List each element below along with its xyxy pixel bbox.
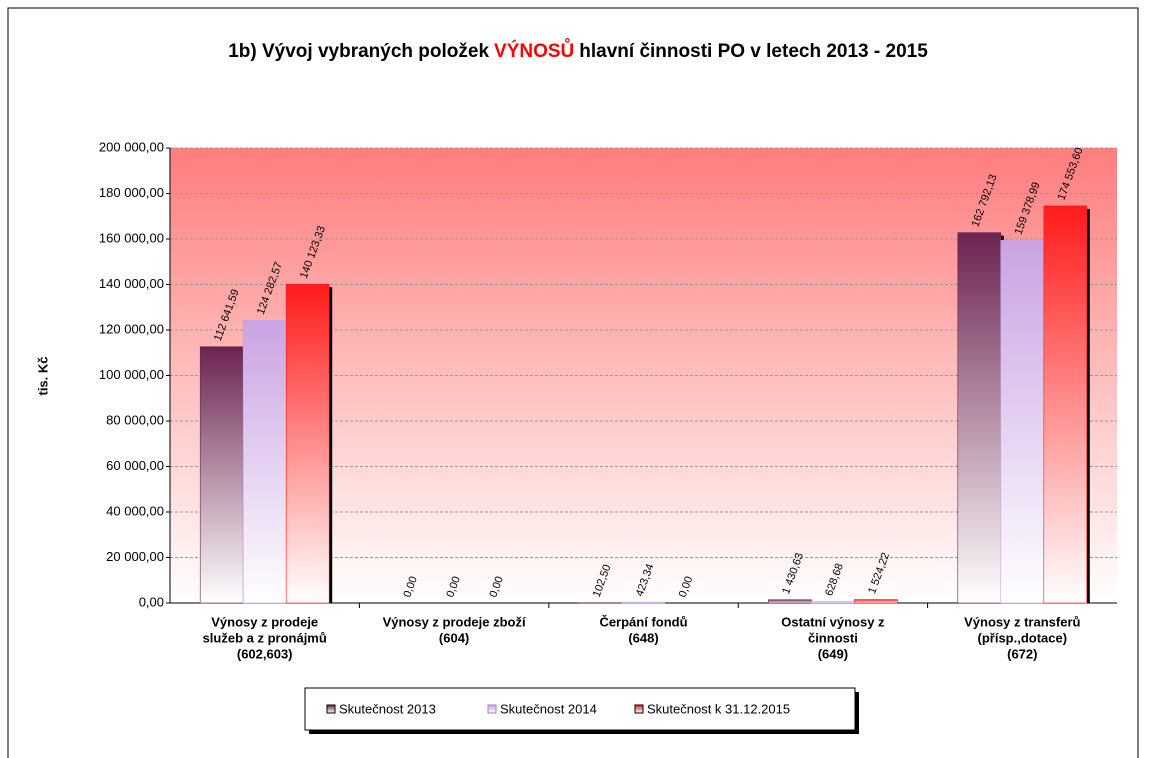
legend-label: Skutečnost k 31.12.2015 (647, 701, 790, 716)
bar (1000, 240, 1045, 604)
chart-title: 1b) Vývoj vybraných položek VÝNOSŮ hlavní … (228, 39, 928, 62)
legend (304, 687, 856, 731)
y-tick-label: 80 000,00 (106, 412, 164, 427)
legend-swatch (326, 704, 336, 714)
y-tick-label: 60 000,00 (106, 458, 164, 473)
bar (242, 319, 287, 604)
bar (285, 283, 330, 604)
bar (811, 601, 855, 604)
bar (854, 599, 898, 604)
title-part: hlavní činnosti PO v letech 2013 - 2015 (579, 41, 928, 62)
x-tick-label: Ostatní výnosy z (781, 614, 885, 629)
x-tick-label: (649) (818, 646, 848, 661)
y-tick-label: 40 000,00 (106, 503, 164, 518)
x-tick-label: (602,603) (237, 646, 293, 661)
y-tick-label: 0,00 (139, 594, 164, 609)
legend-swatch (487, 704, 497, 714)
x-tick-label: činnosti (808, 630, 858, 645)
y-tick-label: 140 000,00 (99, 276, 164, 291)
y-tick-label: 20 000,00 (106, 549, 164, 564)
y-tick-label: 160 000,00 (99, 230, 164, 245)
legend-label: Skutečnost 2013 (339, 701, 436, 716)
bar (199, 346, 244, 604)
legend-label: Skutečnost 2014 (500, 701, 597, 716)
legend-swatch (634, 704, 644, 714)
x-tick-label: (648) (628, 630, 658, 645)
y-axis-label: tis. Kč (35, 356, 50, 395)
y-tick-label: 100 000,00 (99, 367, 164, 382)
y-tick-label: 120 000,00 (99, 321, 164, 336)
x-tick-label: (672) (1007, 646, 1037, 661)
title-highlight: VÝNOSŮ (494, 39, 574, 62)
y-tick-label: 200 000,00 (99, 139, 164, 154)
x-tick-label: (604) (439, 630, 469, 645)
bar (1043, 205, 1088, 604)
bar (768, 599, 812, 604)
title-part: 1b) Vývoj vybraných položek (228, 41, 489, 62)
x-tick-label: Výnosy z prodeje (211, 614, 318, 629)
x-tick-label: Čerpání fondů (599, 614, 687, 629)
x-tick-label: Výnosy z transferů (964, 614, 1080, 629)
x-tick-label: (přísp.,dotace) (978, 630, 1068, 645)
x-tick-label: služeb a z pronájmů (203, 630, 327, 645)
bar (957, 232, 1002, 604)
bar (621, 601, 666, 604)
y-tick-label: 180 000,00 (99, 185, 164, 200)
page-frame (7, 7, 1139, 758)
x-tick-label: Výnosy z prodeje zboží (383, 614, 526, 629)
